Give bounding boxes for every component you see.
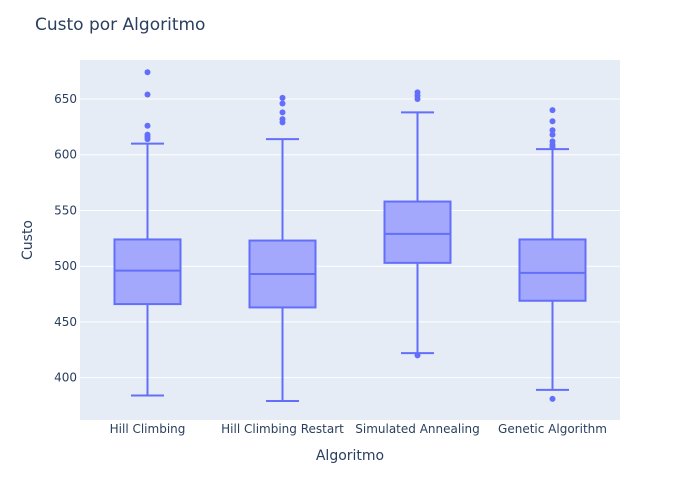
outlier-point bbox=[144, 136, 151, 143]
box-4 bbox=[518, 107, 587, 402]
box-iqr bbox=[518, 238, 587, 302]
outlier-point bbox=[279, 100, 286, 107]
box-2 bbox=[248, 94, 317, 403]
y-axis-ticks: 400 450 500 550 600 650 bbox=[54, 92, 77, 385]
y-tick-label: 550 bbox=[54, 203, 77, 217]
x-tick-label: Simulated Annealing bbox=[355, 422, 480, 436]
outlier-point bbox=[549, 107, 556, 114]
y-tick-label: 500 bbox=[54, 259, 77, 273]
outlier-point bbox=[549, 127, 556, 134]
outlier-point bbox=[414, 352, 421, 359]
outlier-point bbox=[144, 91, 151, 98]
outlier-point bbox=[414, 96, 421, 103]
chart-title: Custo por Algoritmo bbox=[35, 15, 205, 35]
outlier-point bbox=[549, 395, 556, 402]
y-tick-label: 450 bbox=[54, 315, 77, 329]
x-axis-title: Algoritmo bbox=[316, 448, 384, 464]
outlier-point bbox=[279, 119, 286, 126]
box-iqr bbox=[113, 238, 182, 306]
outlier-point bbox=[549, 118, 556, 125]
x-tick-label: Hill Climbing Restart bbox=[221, 422, 344, 436]
y-tick-label: 600 bbox=[54, 148, 77, 162]
y-axis-title: Custo bbox=[20, 220, 36, 260]
outlier-point bbox=[279, 94, 286, 101]
outlier-point bbox=[549, 143, 556, 150]
box-3 bbox=[383, 89, 452, 359]
x-axis-ticks: Hill Climbing Hill Climbing Restart Simula… bbox=[110, 422, 607, 436]
outlier-point bbox=[549, 131, 556, 138]
x-tick-label: Hill Climbing bbox=[110, 422, 186, 436]
y-tick-label: 400 bbox=[54, 371, 77, 385]
outlier-point bbox=[279, 109, 286, 116]
box-iqr bbox=[383, 200, 452, 264]
outlier-point bbox=[144, 69, 151, 76]
box-1 bbox=[113, 69, 182, 397]
x-tick-label: Genetic Algorithm bbox=[498, 422, 607, 436]
box-series bbox=[113, 69, 587, 403]
outlier-point bbox=[144, 122, 151, 129]
y-tick-label: 650 bbox=[54, 92, 77, 106]
